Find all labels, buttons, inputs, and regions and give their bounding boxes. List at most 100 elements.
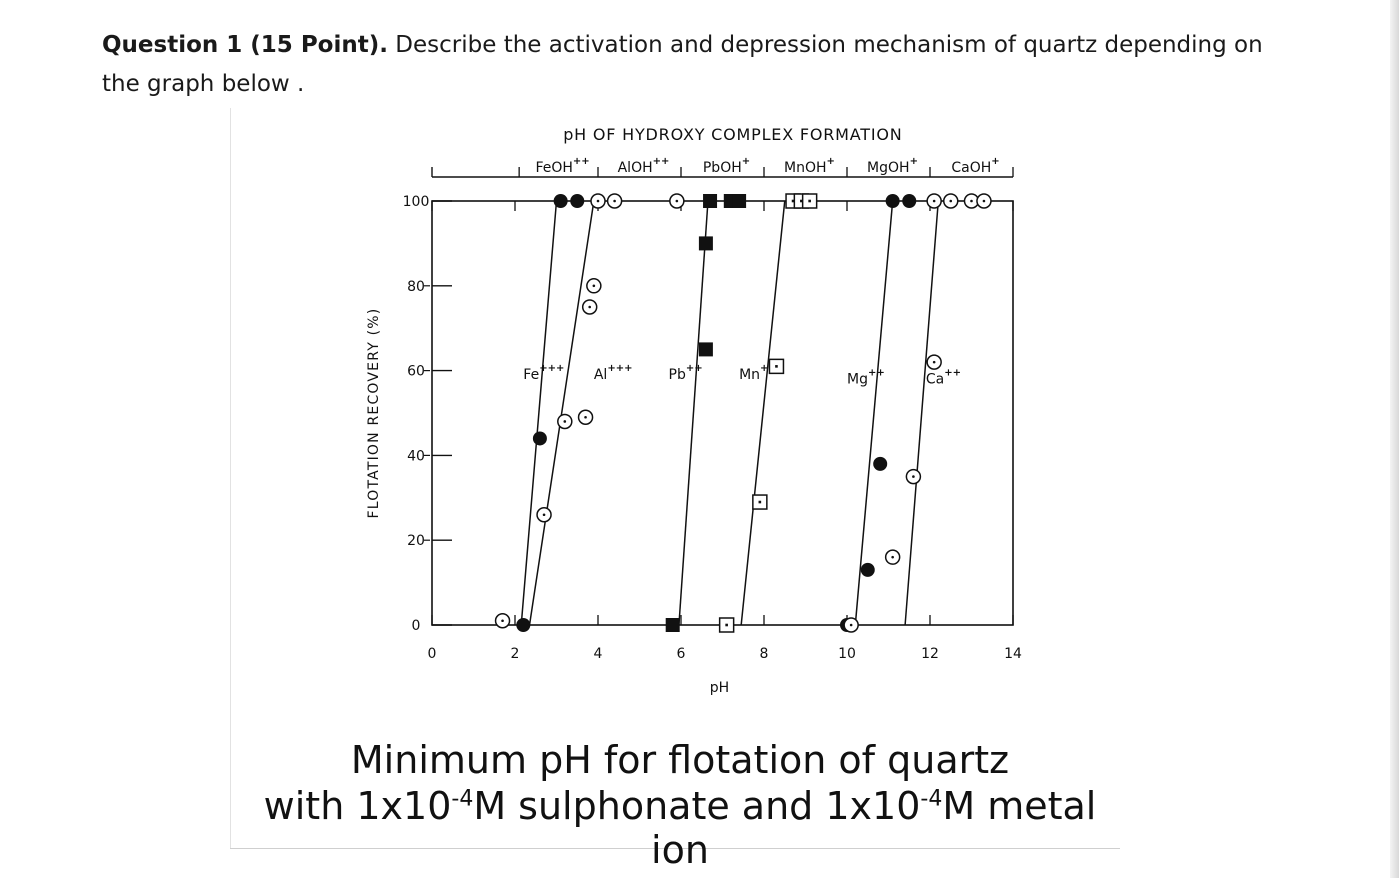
data-point-center [808,199,811,203]
data-point-pb [732,194,747,208]
data-point-pb [665,618,680,632]
complex-band-label: FeOH++ [535,156,589,176]
caption-line-2: with 1x10-4M sulphonate and 1x10-4M meta… [230,784,1130,872]
series-line [520,200,558,626]
data-point-center [725,623,728,627]
y-tick-label: 100 [403,194,430,210]
x-tick-label: 4 [594,646,603,662]
data-point-fe [532,431,547,446]
complex-band-charge: + [910,156,918,167]
series-line [904,200,940,626]
data-point-pb [698,342,713,357]
complex-band-base: CaOH [951,160,991,176]
series-line [678,200,709,626]
data-point-center [596,199,600,203]
data-point-pb [698,236,713,251]
top-title: pH OF HYDROXY COMPLEX FORMATION [563,125,902,144]
complex-band-base: AlOH [618,160,653,176]
y-tick-label: 20 [407,533,425,549]
data-point-center [912,475,915,478]
complex-band-charge: ++ [573,156,590,167]
complex-band-base: MgOH [867,160,910,176]
data-point-center [932,199,936,203]
complex-band-charge: + [991,156,999,167]
plot-frame [431,200,1014,626]
complex-band-label: CaOH+ [951,156,999,176]
series-label-charge: ++ [868,367,885,378]
figure-frame [230,108,1120,849]
x-tick-label: 14 [1004,646,1022,662]
y-tick-label: 0 [412,618,421,634]
data-point-center [891,555,894,559]
series-label: Mn++ [739,363,777,383]
data-point-mg [873,456,888,471]
data-point-center [800,199,803,203]
series-label-charge: +++ [539,363,564,374]
x-tick-label: 2 [511,646,520,662]
data-point-fe [516,618,531,632]
series-label-ion: Ca [926,371,944,387]
data-point-center [542,513,546,517]
question-body: Describe the activation and depression m… [102,32,1263,97]
data-point-center [592,284,596,288]
y-tick-label: 80 [407,279,425,295]
series-line [740,200,786,626]
x-tick-label: 0 [428,646,437,662]
series-label: Mg++ [847,367,885,387]
y-tick-label: 60 [407,364,425,380]
data-point-mg [902,194,917,208]
series-label-charge: ++ [760,363,777,374]
series-label-ion: Mg [847,371,868,387]
x-tick-label: 6 [677,646,686,662]
complex-band-label: AlOH++ [618,156,670,176]
complex-band-label: MnOH+ [784,156,835,176]
complex-band-charge: + [742,156,750,167]
series-label: Fe+++ [523,363,564,383]
series-label: Al+++ [594,363,633,383]
data-point-center [982,199,986,203]
series-line [528,200,595,626]
data-point-center [588,305,591,309]
caption-exponent-2: -4 [920,786,943,812]
series-label-charge: ++ [686,363,703,374]
series-label: Ca++ [926,367,961,387]
data-point-fe [570,194,585,208]
data-point-center [584,415,587,419]
question-text: Question 1 (15 Point). Describe the acti… [102,26,1302,104]
data-point-center [501,619,504,623]
series-label-charge: +++ [607,363,632,374]
y-tick-label: 40 [407,448,425,464]
caption-part-b: M sulphonate and 1x10 [473,784,921,828]
y-axis-label: FLOTATION RECOVERY (%) [366,308,382,519]
page-edge-shadow [1390,0,1399,878]
data-point-fe [553,194,568,208]
data-point-center [613,199,616,203]
data-point-pb [703,194,718,208]
data-point-center [675,199,679,203]
caption-exponent-1: -4 [451,786,474,812]
complex-band-label: PbOH+ [703,156,750,176]
complex-band-charge: ++ [653,156,670,167]
complex-band-base: MnOH [784,160,827,176]
series-label-ion: Fe [523,367,539,383]
x-tick-label: 8 [760,646,769,662]
caption-part-a: with 1x10 [263,784,452,828]
question-label: Question 1 (15 Point). [102,32,388,58]
data-point-center [758,500,762,504]
x-tick-label: 12 [921,646,939,662]
data-point-center [932,360,936,364]
data-point-center [849,623,853,627]
data-point-center [775,365,778,368]
x-tick-label: 10 [838,646,856,662]
data-point-center [970,199,973,203]
series-label-ion: Pb [669,367,686,383]
series-label-charge: ++ [944,367,961,378]
caption-part-c: M metal ion [651,784,1097,872]
data-point-center [563,420,567,423]
series-label-ion: Al [594,367,607,383]
complex-band-base: PbOH [703,160,742,176]
complex-band-base: FeOH [535,160,572,176]
series-line [854,200,894,626]
x-axis-label: pH [710,680,729,696]
